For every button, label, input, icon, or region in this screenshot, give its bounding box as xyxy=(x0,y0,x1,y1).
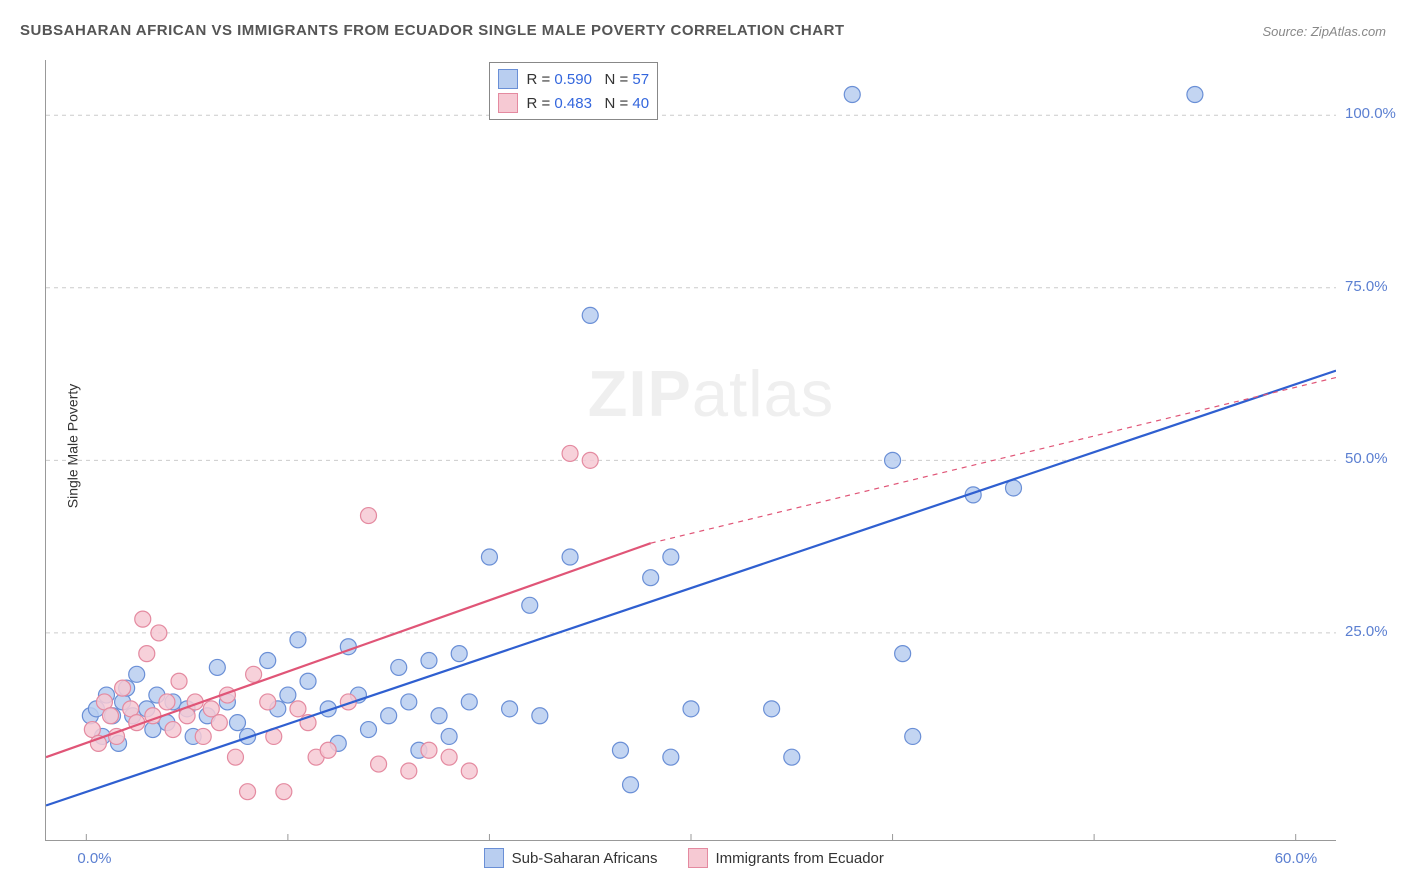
legend-swatch-ecuador xyxy=(688,848,708,868)
legend-stats: R = 0.590 N = 57 xyxy=(526,71,649,88)
legend-stats: R = 0.483 N = 40 xyxy=(526,95,649,112)
chart-title: SUBSAHARAN AFRICAN VS IMMIGRANTS FROM EC… xyxy=(20,22,845,39)
x-tick-label: 0.0% xyxy=(77,850,111,867)
y-tick-label: 50.0% xyxy=(1345,450,1388,467)
source-attribution: Source: ZipAtlas.com xyxy=(1262,24,1386,39)
scatter-plot: ZIPatlas R = 0.590 N = 57R = 0.483 N = 4… xyxy=(45,60,1336,841)
y-tick-label: 75.0% xyxy=(1345,278,1388,295)
legend-row-ecuador: R = 0.483 N = 40 xyxy=(498,91,649,115)
plot-svg xyxy=(46,60,1336,840)
legend-item-subsaharan: Sub-Saharan Africans xyxy=(484,848,658,868)
legend-item-ecuador: Immigrants from Ecuador xyxy=(688,848,884,868)
correlation-legend: R = 0.590 N = 57 R = 0.483 N = 40 xyxy=(489,62,658,120)
series-legend: Sub-Saharan Africans Immigrants from Ecu… xyxy=(484,848,884,868)
legend-swatch-subsaharan xyxy=(484,848,504,868)
legend-swatch xyxy=(498,69,518,89)
legend-row-subsaharan: R = 0.590 N = 57 xyxy=(498,67,649,91)
y-tick-label: 100.0% xyxy=(1345,105,1396,122)
legend-label-subsaharan: Sub-Saharan Africans xyxy=(512,850,658,867)
legend-swatch xyxy=(498,93,518,113)
legend-label-ecuador: Immigrants from Ecuador xyxy=(716,850,884,867)
y-tick-label: 25.0% xyxy=(1345,623,1388,640)
x-tick-label: 60.0% xyxy=(1275,850,1318,867)
